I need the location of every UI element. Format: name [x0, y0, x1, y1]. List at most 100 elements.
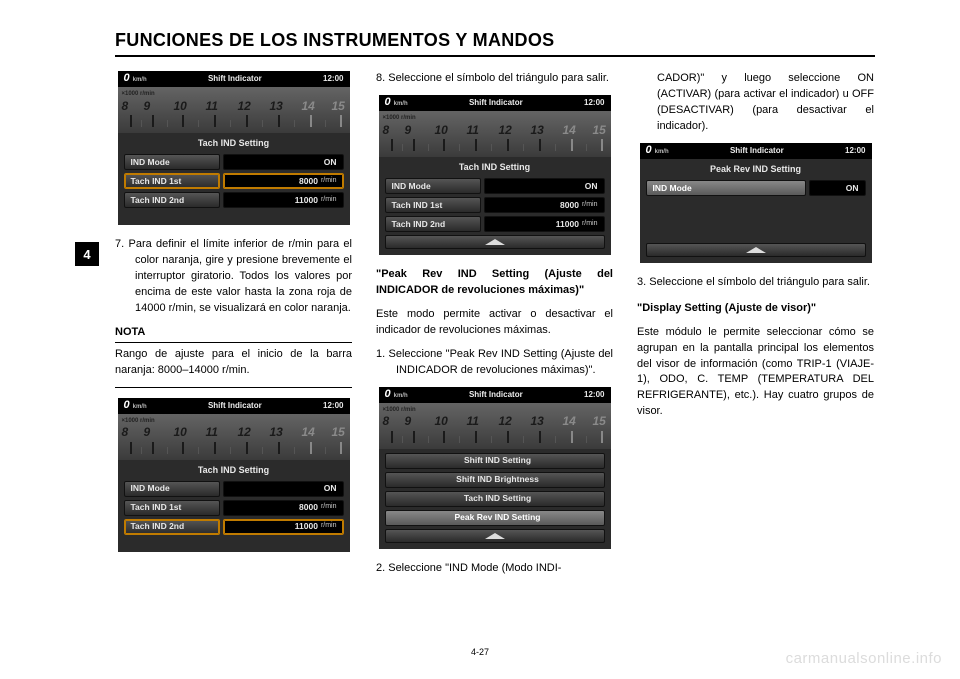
list-item-8: 8. Seleccione el símbolo del triángulo p…: [376, 71, 613, 87]
lcd-clock: 12:00: [323, 400, 343, 412]
lcd-row-2nd: Tach IND 2nd 11000r/min: [385, 216, 605, 232]
tach-row: 89101112131415: [118, 97, 350, 127]
menu-item: Shift IND Brightness: [385, 472, 605, 488]
menu-label: Shift IND Brightness: [385, 472, 605, 488]
speed-zero: 0: [646, 144, 652, 156]
tach-row: 89101112131415: [118, 424, 350, 454]
lcd-row-1st: Tach IND 1st 8000r/min: [124, 500, 344, 516]
page: FUNCIONES DE LOS INSTRUMENTOS Y MANDOS 0…: [115, 30, 875, 585]
nota-separator: [115, 387, 352, 388]
col-3: CADOR)" y luego seleccione ON (ACTIVAR) …: [637, 71, 874, 585]
lcd-subtitle: Tach IND Setting: [385, 161, 605, 174]
tach-row: 89101112131415: [379, 121, 611, 151]
row-label: IND Mode: [385, 178, 481, 194]
menu-label: Peak Rev IND Setting: [385, 510, 605, 526]
row-value: ON: [223, 154, 344, 170]
columns: 0km/h Shift Indicator 12:00 ×1000 r/min …: [115, 71, 875, 585]
triangle-up-icon: [485, 533, 505, 539]
lcd-row-1st: Tach IND 1st 8000r/min: [124, 173, 344, 189]
row-value: ON: [809, 180, 866, 196]
speed-zero: 0: [385, 388, 391, 400]
row-label: IND Mode: [646, 180, 806, 196]
speed-zero: 0: [124, 399, 130, 411]
list-item-7: 7. Para definir el límite inferior de r/…: [115, 237, 352, 317]
row-value: 8000r/min: [223, 173, 344, 189]
lcd-title: Shift Indicator: [147, 400, 323, 412]
lcd-row-2nd: Tach IND 2nd 11000r/min: [124, 192, 344, 208]
lcd-body: Tach IND Setting IND Mode ON Tach IND 1s…: [118, 133, 350, 217]
lcd-row-indmode: IND Mode ON: [124, 481, 344, 497]
menu-item: Tach IND Setting: [385, 491, 605, 507]
lcd-exit-button: [646, 243, 866, 257]
lcd-row-indmode: IND Mode ON: [646, 180, 866, 196]
page-title: FUNCIONES DE LOS INSTRUMENTOS Y MANDOS: [115, 30, 875, 57]
row-value: 11000r/min: [223, 519, 344, 535]
kmh-label: km/h: [133, 404, 147, 410]
lcd-menu: 0km/h Shift Indicator 12:00 ×1000 r/min …: [379, 387, 611, 549]
subhead-peakrev: "Peak Rev IND Setting (Ajuste del INDICA…: [376, 267, 613, 299]
lcd-body: Shift IND Setting Shift IND Brightness T…: [379, 449, 611, 549]
lcd-title: Shift Indicator: [147, 73, 323, 85]
lcd-title: Shift Indicator: [669, 145, 845, 157]
lcd-topbar: 0km/h Shift Indicator 12:00: [379, 387, 611, 403]
row-label: Tach IND 1st: [124, 173, 220, 189]
lcd-clock: 12:00: [584, 389, 604, 401]
col-2: 8. Seleccione el símbolo del triángulo p…: [376, 71, 613, 585]
row-value: 11000r/min: [484, 216, 605, 232]
lcd-body: Peak Rev IND Setting IND Mode ON: [640, 159, 872, 263]
list-item-1: 1. Seleccione "Peak Rev IND Setting (Aju…: [376, 347, 613, 379]
speed-zero: 0: [385, 96, 391, 108]
lcd-title: Shift Indicator: [408, 97, 584, 109]
tachometer-strip: ×1000 r/min 89101112131415: [379, 403, 611, 449]
lcd-row-2nd: Tach IND 2nd 11000r/min: [124, 519, 344, 535]
paragraph: Este modo permite activar o desactivar e…: [376, 307, 613, 339]
lcd-clock: 12:00: [845, 145, 865, 157]
speed-zero: 0: [124, 72, 130, 84]
menu-item: Shift IND Setting: [385, 453, 605, 469]
lcd-body: Tach IND Setting IND Mode ON Tach IND 1s…: [379, 157, 611, 255]
row-label: Tach IND 2nd: [124, 192, 220, 208]
row-value: ON: [223, 481, 344, 497]
tachometer-strip: ×1000 r/min 89101112131415: [379, 111, 611, 157]
tachometer-strip: ×1000 r/min 89101112131415: [118, 414, 350, 460]
lcd-row-1st: Tach IND 1st 8000r/min: [385, 197, 605, 213]
tachometer-strip: ×1000 r/min 89101112131415: [118, 87, 350, 133]
lcd-clock: 12:00: [323, 73, 343, 85]
row-label: IND Mode: [124, 154, 220, 170]
lcd-tach-2nd: 0km/h Shift Indicator 12:00 ×1000 r/min …: [118, 398, 350, 552]
lcd-tach-1st: 0km/h Shift Indicator 12:00 ×1000 r/min …: [118, 71, 350, 225]
row-label: Tach IND 1st: [385, 197, 481, 213]
lcd-title: Shift Indicator: [408, 389, 584, 401]
subhead-display: "Display Setting (Ajuste de visor)": [637, 301, 874, 317]
menu-label: Shift IND Setting: [385, 453, 605, 469]
lcd-topbar: 0km/h Shift Indicator 12:00: [118, 398, 350, 414]
list-item-3: 3. Seleccione el símbolo del triángulo p…: [637, 275, 874, 291]
row-value: 8000r/min: [223, 500, 344, 516]
lcd-subtitle: Tach IND Setting: [124, 137, 344, 150]
col-1: 0km/h Shift Indicator 12:00 ×1000 r/min …: [115, 71, 352, 585]
lcd-subtitle: Peak Rev IND Setting: [646, 163, 866, 176]
lcd-exit-button: [385, 529, 605, 543]
watermark: carmanualsonline.info: [786, 650, 942, 667]
lcd-subtitle: Tach IND Setting: [124, 464, 344, 477]
kmh-label: km/h: [133, 77, 147, 83]
paragraph: Este módulo le permite seleccionar cómo …: [637, 325, 874, 421]
row-label: Tach IND 2nd: [124, 519, 220, 535]
chapter-tab: 4: [75, 242, 99, 266]
lcd-body: Tach IND Setting IND Mode ON Tach IND 1s…: [118, 460, 350, 544]
lcd-peak-rev: 0km/h Shift Indicator 12:00 Peak Rev IND…: [640, 143, 872, 263]
row-label: Tach IND 1st: [124, 500, 220, 516]
menu-label: Tach IND Setting: [385, 491, 605, 507]
row-value: ON: [484, 178, 605, 194]
lcd-topbar: 0km/h Shift Indicator 12:00: [640, 143, 872, 159]
row-label: Tach IND 2nd: [385, 216, 481, 232]
row-label: IND Mode: [124, 481, 220, 497]
triangle-up-icon: [746, 247, 766, 253]
lcd-exit-button: [385, 235, 605, 249]
triangle-up-icon: [485, 239, 505, 245]
lcd-tach-footer: 0km/h Shift Indicator 12:00 ×1000 r/min …: [379, 95, 611, 255]
list-item-2: 2. Seleccione "IND Mode (Modo INDI-: [376, 561, 613, 577]
row-value: 11000r/min: [223, 192, 344, 208]
kmh-label: km/h: [394, 101, 408, 107]
menu-item-selected: Peak Rev IND Setting: [385, 510, 605, 526]
